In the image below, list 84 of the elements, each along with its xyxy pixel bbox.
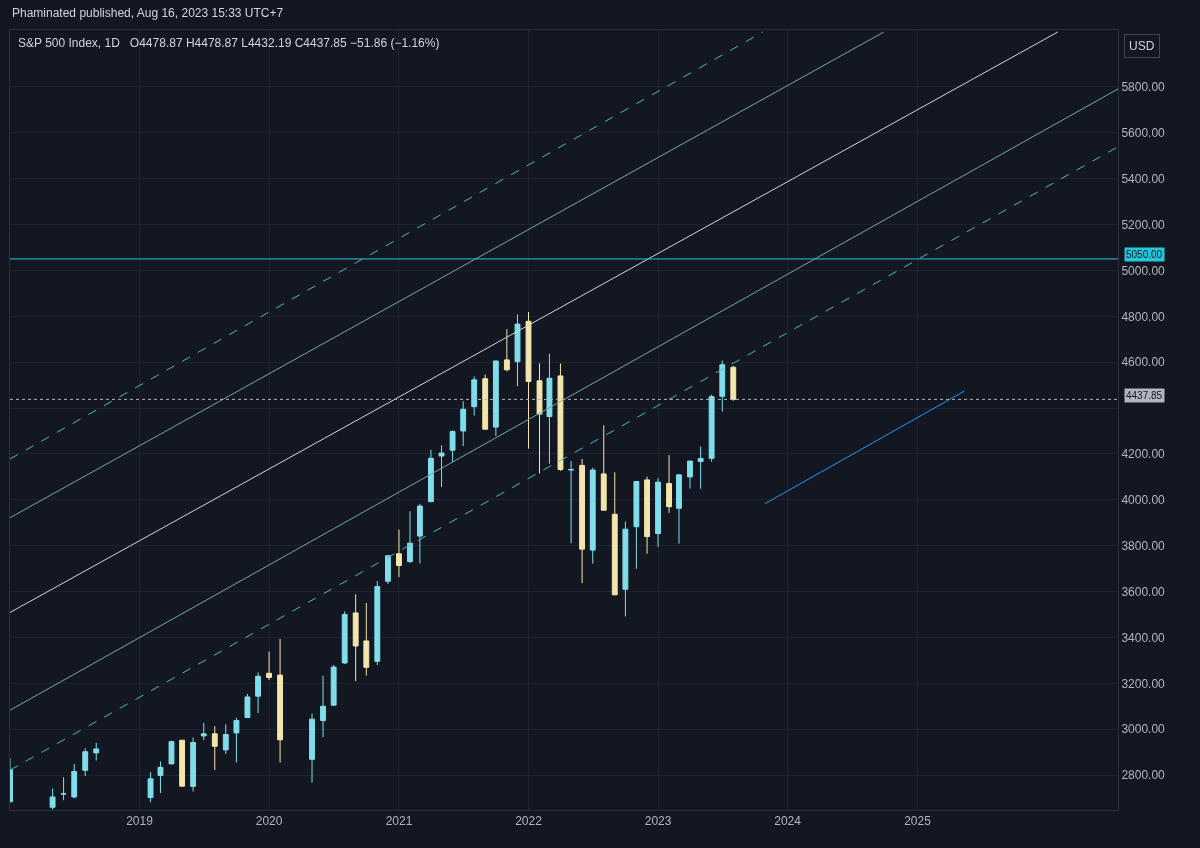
candlestick — [525, 311, 532, 450]
candlestick — [514, 313, 521, 387]
y-tick-label: 5800.00 — [1121, 80, 1166, 95]
candlestick — [644, 476, 650, 555]
y-tick-label: 5000.00 — [1121, 263, 1166, 278]
candlestick — [416, 503, 423, 564]
candlestick — [396, 529, 402, 578]
candlestick — [341, 610, 348, 665]
y-tick-label: 3800.00 — [1121, 538, 1166, 553]
candlestick — [687, 460, 693, 490]
candlestick — [233, 717, 240, 764]
candlestick — [309, 713, 315, 784]
candlestick — [730, 365, 737, 402]
candlestick — [427, 449, 434, 503]
candlestick — [546, 353, 553, 465]
candlestick — [492, 359, 499, 437]
candlestick — [633, 480, 640, 570]
candlestick — [471, 375, 478, 417]
x-tick-label: 2025 — [904, 814, 932, 829]
candlestick — [363, 602, 370, 677]
y-tick-label: 4800.00 — [1121, 309, 1166, 324]
candlestick — [60, 776, 67, 801]
chart-title: Phaminated published, Aug 16, 2023 15:33 UTC+7 — [12, 6, 284, 20]
text: USD — [1129, 39, 1155, 53]
candlestick — [655, 477, 661, 548]
y-tick-label: 5600.00 — [1121, 125, 1166, 140]
candlestick — [611, 471, 618, 596]
candlestick — [179, 739, 186, 788]
candlestick — [244, 693, 251, 719]
candlestick — [503, 328, 510, 372]
candlestick — [374, 580, 381, 666]
x-tick-label: 2023 — [644, 814, 672, 829]
candlestick — [266, 651, 273, 681]
candlestick — [708, 394, 715, 463]
y-tick-label: 4600.00 — [1121, 355, 1166, 370]
candlestick — [666, 454, 672, 514]
candlestick — [168, 740, 175, 765]
candlestick — [536, 362, 543, 474]
candlestick — [676, 474, 682, 545]
x-tick-label: 2022 — [515, 814, 543, 829]
candlestick — [157, 760, 164, 794]
candlestick — [579, 458, 586, 584]
candlestick — [93, 742, 100, 761]
candlestick — [482, 374, 489, 431]
candlestick — [211, 725, 218, 771]
candlestick — [719, 360, 726, 413]
ref-line-label: 4437.85 — [1126, 390, 1163, 401]
y-tick-label: 5400.00 — [1121, 171, 1166, 186]
candlestick — [697, 446, 704, 490]
candlestick — [438, 444, 445, 488]
x-tick-label: 2020 — [255, 814, 283, 829]
candlestick — [600, 424, 607, 511]
text: S&P 500 Index, 1D O4478.87 H4478.87 L4432.19 C4437.85 −51.86 (−1.16%) — [18, 36, 440, 50]
y-tick-label: 4200.00 — [1121, 447, 1166, 462]
candlestick — [320, 675, 326, 738]
y-tick-label: 3600.00 — [1121, 584, 1166, 599]
y-tick-label: 5200.00 — [1121, 217, 1166, 232]
y-tick-label: 3400.00 — [1121, 630, 1166, 645]
candlestick — [589, 467, 596, 565]
x-tick-label: 2019 — [126, 814, 154, 829]
candlestick — [407, 510, 413, 564]
candlestick — [277, 638, 284, 764]
x-tick-label: 2024 — [774, 814, 802, 829]
candlestick — [352, 593, 359, 682]
candlestick — [449, 430, 456, 463]
candlestick — [190, 737, 197, 793]
candlestick — [568, 460, 575, 544]
candlestick — [222, 723, 229, 755]
candlestick — [385, 554, 391, 585]
candlestick — [82, 747, 89, 777]
y-tick-label: 3000.00 — [1121, 722, 1166, 737]
candlestick — [330, 664, 337, 707]
x-tick-label: 2021 — [385, 814, 413, 829]
candlestick — [71, 763, 78, 799]
candlestick — [460, 400, 467, 447]
ref-line-label: 5050.00 — [1126, 249, 1163, 260]
candlestick — [255, 671, 262, 714]
y-tick-label: 2800.00 — [1121, 768, 1166, 783]
candlestick — [147, 771, 154, 803]
candlestick — [622, 520, 629, 617]
y-tick-label: 4000.00 — [1121, 493, 1166, 508]
candlestick — [557, 363, 564, 472]
candlestick — [200, 722, 207, 741]
y-tick-label: 3200.00 — [1121, 676, 1166, 691]
